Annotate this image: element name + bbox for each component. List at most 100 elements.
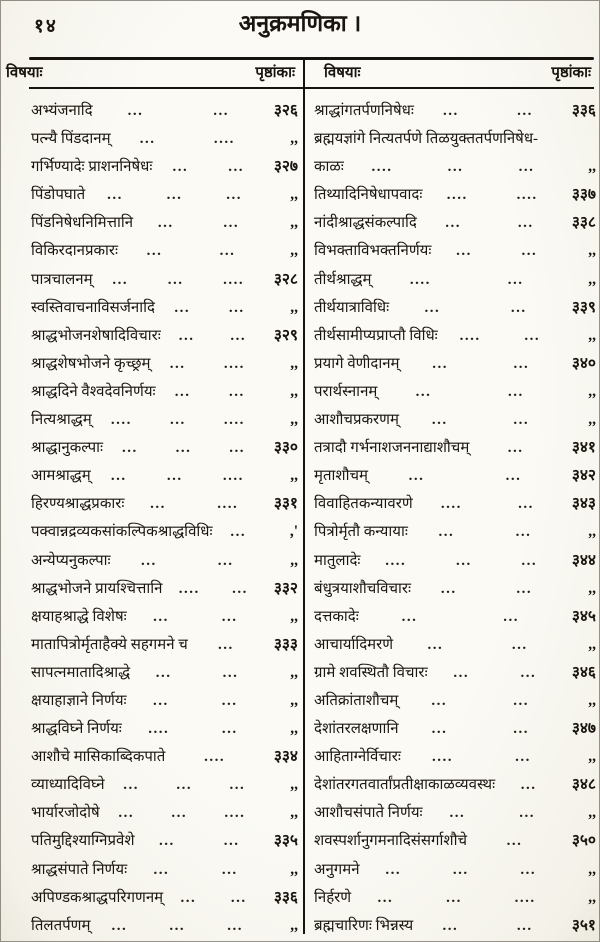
dot-leader-group: .... <box>385 552 407 569</box>
dot-leader-group: ... <box>110 468 127 485</box>
dot-leader-group: ... <box>229 383 245 400</box>
dot-leader-group: ... <box>230 889 247 906</box>
entry-page: ,, <box>290 720 298 738</box>
left-page-header: पृष्ठांकाः <box>255 65 295 81</box>
dot-leader-group: ... <box>175 440 192 457</box>
dot-leader-group: ... <box>440 580 457 597</box>
index-row: निर्हरणे..........,, <box>314 884 596 912</box>
entry-page: ,, <box>588 326 596 344</box>
entry-title: क्षयाहाज्ञाने निर्णयः <box>31 692 127 709</box>
index-row: श्राद्धानुकल्पाः......... ३३० <box>31 434 298 462</box>
dot-leader-group: ... <box>218 636 234 653</box>
dot-leader: ....... <box>163 575 265 603</box>
dot-leader-group: ... <box>518 159 535 176</box>
entry-page: ३४५ <box>571 607 596 625</box>
dot-leader-group: .... <box>371 159 393 176</box>
index-row: देशांतरगतवार्तांप्रतीक्षाकाळव्यवस्थः... ३… <box>314 771 596 799</box>
dot-leader-group: ... <box>513 692 529 709</box>
index-row: तीर्थयात्राविधिः...... ३३९ <box>314 294 596 322</box>
dot-leader-group: ... <box>431 692 448 709</box>
dot-leader-group: ... <box>442 917 459 934</box>
header-rule-bottom <box>29 87 594 89</box>
dot-leader-group: .... <box>409 271 431 288</box>
dot-leader: ...... <box>368 462 562 490</box>
entry-title: श्राद्धसंपाते निर्णयः <box>31 861 128 878</box>
dot-leader-group: ... <box>222 664 239 681</box>
index-row: भार्यारजोदोषे..........,, <box>31 799 298 827</box>
dot-leader: ......... <box>105 771 264 799</box>
index-row: आशौचे मासिकाब्दिकपाते.... ३३४ <box>31 743 298 771</box>
column-divider <box>303 58 305 934</box>
index-row: शवस्पर्शानुगमनादिसंसर्गाशौचे... ३५० <box>314 827 596 855</box>
index-row: देशांतरलक्षणानि...... ३४७ <box>314 715 596 743</box>
index-row: परार्थस्नानम्......,, <box>314 378 596 406</box>
dot-leader-group: ... <box>171 805 188 822</box>
dot-leader-group: ... <box>511 636 528 653</box>
dot-leader-group: ... <box>521 243 538 260</box>
dot-leader-group: ... <box>503 608 520 625</box>
entry-page: ३४० <box>571 354 596 372</box>
dot-leader-group: ... <box>449 805 466 822</box>
dot-leader-group: ... <box>516 917 533 934</box>
entry-page: ,, <box>588 635 596 653</box>
dot-leader-group: ... <box>513 721 530 738</box>
entry-page: ,, <box>588 748 596 766</box>
dot-leader-group: ... <box>517 215 534 232</box>
dot-leader-group: ... <box>172 159 189 176</box>
entry-title: देशांतरलक्षणानि <box>314 721 399 738</box>
dot-leader-group: ... <box>505 468 522 485</box>
entry-page: ३४८ <box>571 776 596 794</box>
entry-page: ३३७ <box>571 186 596 204</box>
dot-leader: ...... <box>377 378 562 406</box>
dot-leader-group: ... <box>157 215 174 232</box>
entry-title: अनुगमने <box>314 861 360 878</box>
entry-title: विकिरदानप्रकारः <box>31 243 119 260</box>
index-row: मृताशौचम्...... ३४२ <box>314 462 596 490</box>
entry-page: ३४४ <box>571 551 596 569</box>
entry-page: ,, <box>588 804 596 822</box>
dot-leader-group: ... <box>174 383 191 400</box>
entry-page: ,, <box>588 270 596 288</box>
dot-leader-group: ... <box>155 664 172 681</box>
dot-leader-group: .... <box>440 496 462 513</box>
dot-leader-group: .... <box>516 187 538 204</box>
index-row: श्राद्धभोजनशेषादिविचारः...... ३२९ <box>31 322 298 350</box>
dot-leader: ...... <box>163 884 264 912</box>
dot-leader-group: ... <box>153 861 170 878</box>
dot-leader-group: ... <box>507 440 524 457</box>
index-column-left: अभ्यंजनादि...... ३२६ पत्न्यै पिंडदानम्....… <box>31 97 298 940</box>
entry-title: पक्वान्नद्रव्यकसांकल्पिकश्राद्धविधिः <box>31 524 213 541</box>
entry-title: स्वस्तिवाचनाविसर्जनादि <box>31 299 155 316</box>
dot-leader-group: ... <box>176 777 193 794</box>
dot-leader-group: ... <box>228 299 245 316</box>
entry-page: ३३० <box>273 439 298 457</box>
dot-leader: ...... <box>127 856 264 884</box>
dot-leader-group: .... <box>110 412 132 429</box>
index-row: क्षयाहश्राद्धे विशेषः......,, <box>31 603 298 631</box>
dot-leader: ...... <box>411 575 562 603</box>
entry-title: श्राद्धभोजनशेषादिविचारः <box>31 327 161 344</box>
entry-page: ३३१ <box>273 495 298 513</box>
entry-title: विभक्ताविभक्तनिर्णयः <box>314 243 432 260</box>
dot-leader: ...... <box>399 715 562 743</box>
entry-page: ,, <box>290 242 298 260</box>
dot-leader-group: ... <box>524 327 541 344</box>
dot-leader: ....... <box>438 322 562 350</box>
dot-leader: ...... <box>359 603 562 631</box>
dot-leader-group: .... <box>222 468 244 485</box>
dot-leader-group: .... <box>217 496 239 513</box>
index-row: विभक्ताविभक्तनिर्णयः......,, <box>314 237 596 265</box>
dot-leader: ......... <box>85 181 264 209</box>
dot-leader: ...... <box>393 631 562 659</box>
entry-title: आशौचप्रकरणम् <box>314 412 399 429</box>
entry-page: ३२६ <box>273 102 298 119</box>
entry-title: मातुलादेः <box>314 552 361 569</box>
header-rule-top <box>29 57 594 60</box>
dot-leader-group: ... <box>107 187 123 204</box>
entry-page: ३२९ <box>273 326 298 344</box>
dot-leader: ........ <box>422 181 562 209</box>
entry-title: श्राद्धानुकल्पाः <box>31 440 104 457</box>
dot-leader: ...... <box>118 237 264 265</box>
dot-leader: .......... <box>344 153 562 181</box>
